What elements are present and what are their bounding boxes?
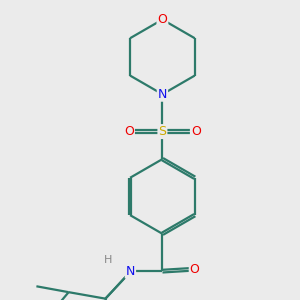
Text: N: N — [126, 265, 135, 278]
Text: O: O — [190, 263, 200, 276]
Text: H: H — [104, 255, 112, 265]
Text: O: O — [191, 125, 201, 138]
Text: O: O — [158, 13, 167, 26]
Text: N: N — [158, 88, 167, 101]
Text: S: S — [158, 125, 166, 138]
Text: O: O — [124, 125, 134, 138]
